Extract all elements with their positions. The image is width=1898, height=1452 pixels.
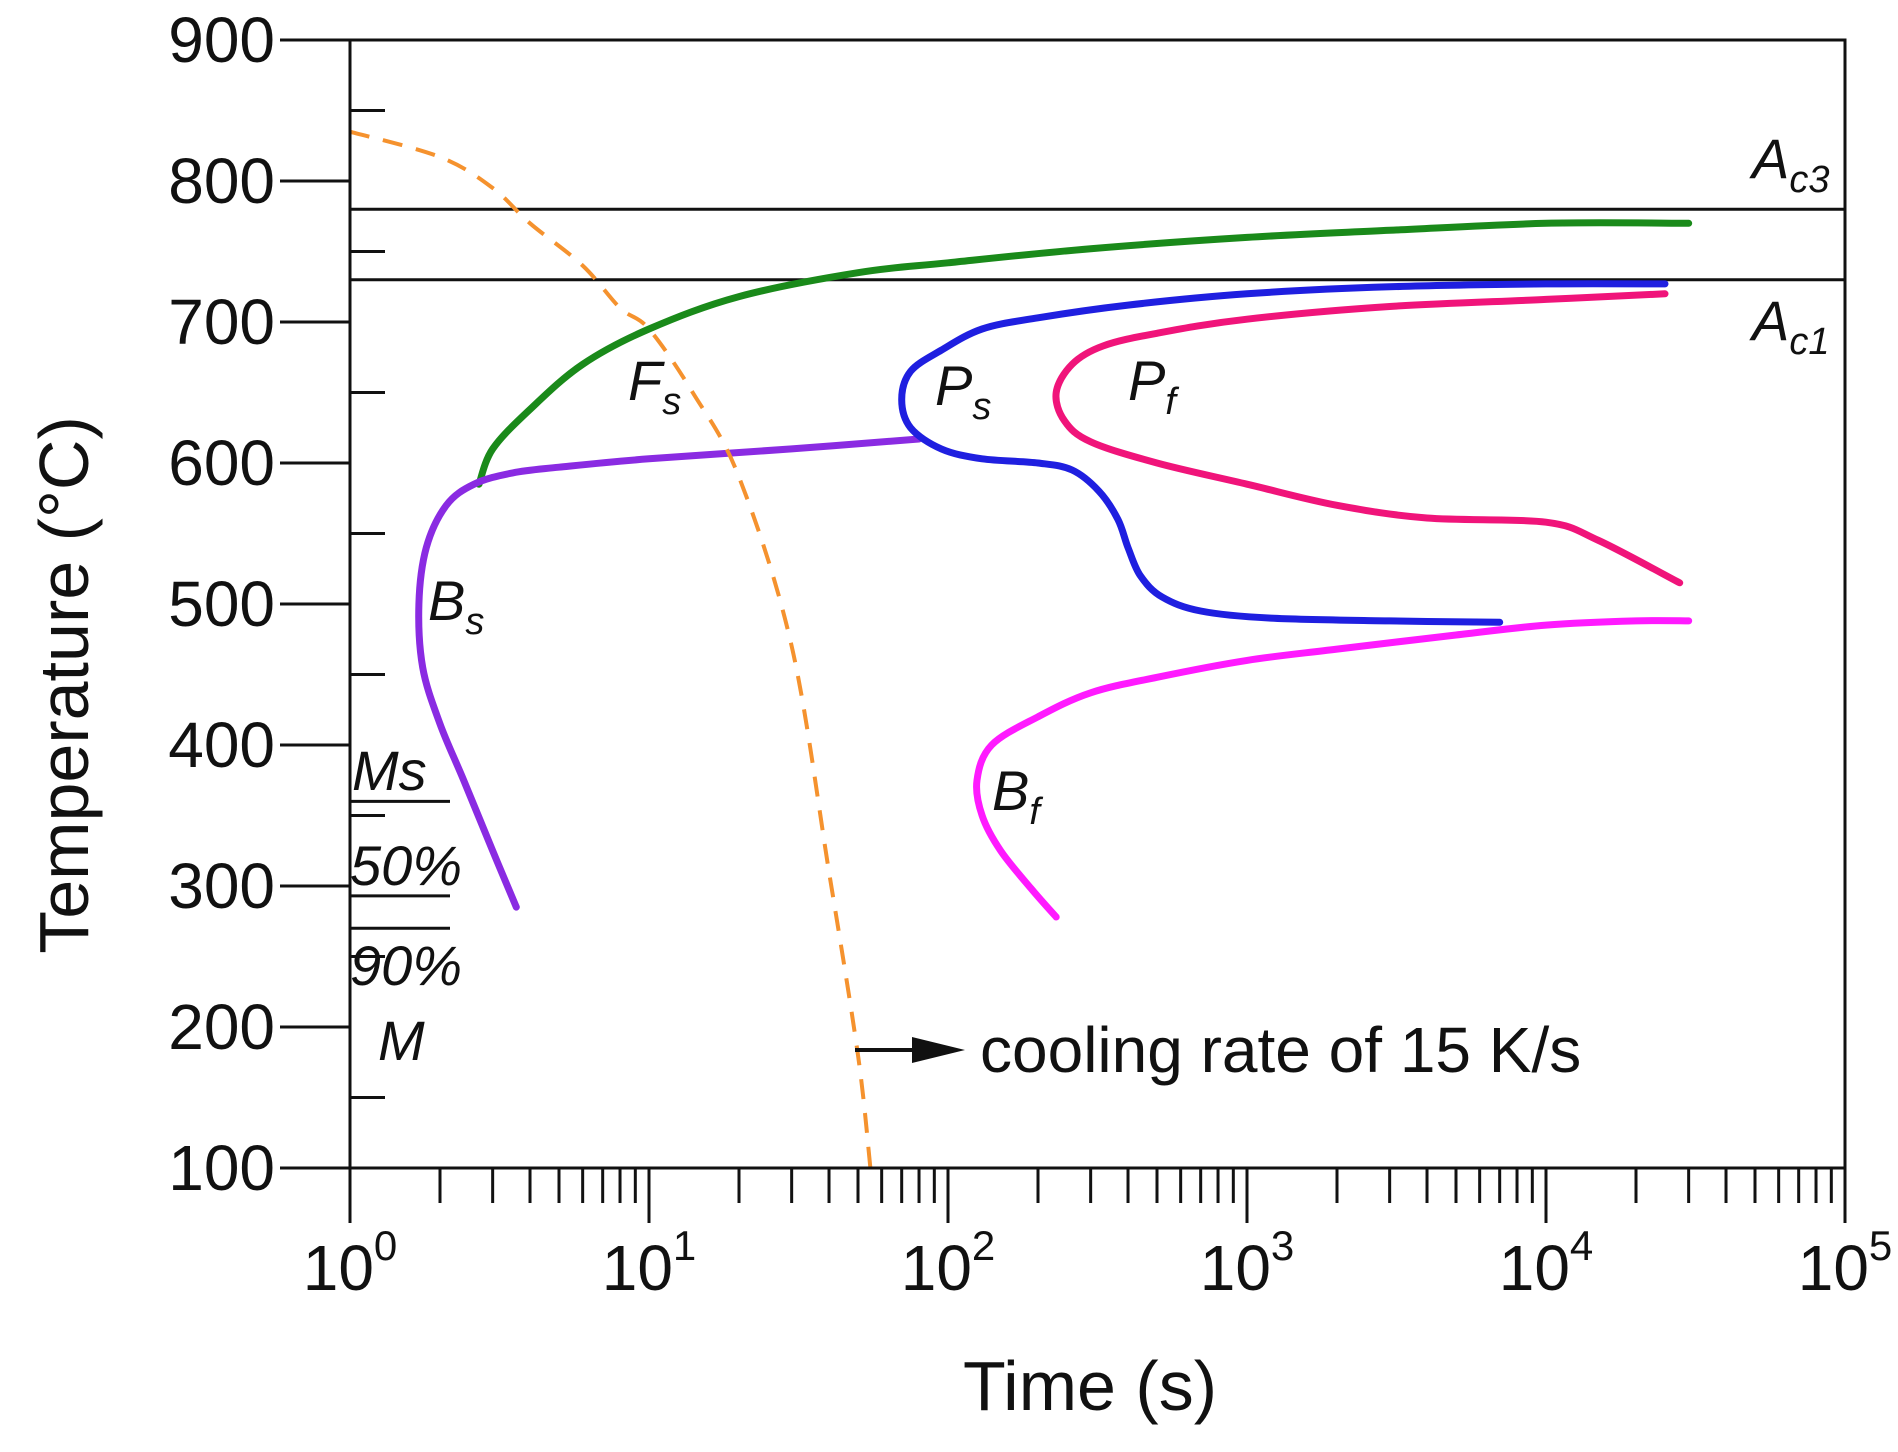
ps-label-main: P <box>935 354 972 417</box>
fs-label: Fs <box>628 349 681 423</box>
x-tick-label: 102 <box>901 1222 996 1304</box>
x-tick-labels: 100 101 102 103 104 105 <box>303 1222 1893 1304</box>
bf-label-main: B <box>992 759 1029 822</box>
x-tick-base: 10 <box>901 1232 972 1304</box>
ac3-label-sub: c3 <box>1789 159 1829 201</box>
x-tick-label: 104 <box>1499 1222 1594 1304</box>
curve-fs <box>475 219 1693 488</box>
x-tick-label: 103 <box>1200 1222 1295 1304</box>
x-tick-exponent: 5 <box>1869 1222 1892 1269</box>
bf-label-sub: f <box>1029 791 1043 833</box>
bf-label: Bf <box>992 759 1043 833</box>
plot-lines <box>350 207 1845 930</box>
x-tick-base: 10 <box>1499 1232 1570 1304</box>
y-tick-labels: 100 200 300 400 500 600 700 800 900 <box>168 4 275 1204</box>
x-tick-exponent: 2 <box>972 1222 995 1269</box>
curve-bf <box>973 617 1693 921</box>
x-tick-exponent: 0 <box>374 1222 397 1269</box>
y-tick-label: 800 <box>168 145 275 217</box>
bs-label-sub: s <box>465 601 484 643</box>
curve-ps <box>898 280 1669 626</box>
axis-ticks <box>280 38 1847 1223</box>
x-tick-exponent: 1 <box>673 1222 696 1269</box>
y-tick-label: 300 <box>168 850 275 922</box>
x-tick-base: 10 <box>1200 1232 1271 1304</box>
y-tick-label: 500 <box>168 568 275 640</box>
x-tick-exponent: 4 <box>1570 1222 1593 1269</box>
x-axis-title: Time (s) <box>963 1347 1217 1425</box>
bs-label-main: B <box>428 569 465 632</box>
y-tick-label: 200 <box>168 991 275 1063</box>
y-tick-label: 700 <box>168 286 275 358</box>
ac1-label: Ac1 <box>1749 289 1830 363</box>
curve-cooling-rate <box>349 129 873 1169</box>
ac1-label-sub: c1 <box>1789 321 1829 363</box>
curve-bs <box>415 435 923 911</box>
x-tick-base: 10 <box>602 1232 673 1304</box>
ms-label: Ms <box>352 739 427 802</box>
annotation-arrow-head <box>912 1037 965 1063</box>
ac1-label-main: A <box>1749 289 1789 352</box>
m90-label: 90% <box>350 934 462 997</box>
y-axis-title: Temperature (°C) <box>25 416 103 954</box>
ac3-label: Ac3 <box>1749 127 1830 201</box>
bs-label: Bs <box>428 569 484 643</box>
martensite-label: M <box>378 1009 425 1072</box>
ps-label-sub: s <box>972 386 991 428</box>
x-tick-label: 101 <box>602 1222 697 1304</box>
x-tick-label: 100 <box>303 1222 398 1304</box>
y-tick-label: 400 <box>168 709 275 781</box>
curve-pf <box>1052 290 1684 587</box>
cooling-rate-annotation: cooling rate of 15 K/s <box>980 1014 1581 1086</box>
m50-label: 50% <box>350 834 462 897</box>
x-tick-base: 10 <box>1798 1232 1869 1304</box>
pf-label-sub: f <box>1165 381 1179 423</box>
y-tick-label: 600 <box>168 427 275 499</box>
transformation-curves <box>349 129 1693 1169</box>
x-tick-label: 105 <box>1798 1222 1893 1304</box>
x-tick-exponent: 3 <box>1271 1222 1294 1269</box>
y-tick-label: 100 <box>168 1132 275 1204</box>
pf-label-main: P <box>1128 349 1165 412</box>
x-tick-base: 10 <box>303 1232 374 1304</box>
pf-label: Pf <box>1128 349 1179 423</box>
fs-label-main: F <box>628 349 665 412</box>
fs-label-sub: s <box>662 381 681 423</box>
y-tick-label: 900 <box>168 4 275 76</box>
ps-label: Ps <box>935 354 991 428</box>
ac3-label-main: A <box>1749 127 1789 190</box>
